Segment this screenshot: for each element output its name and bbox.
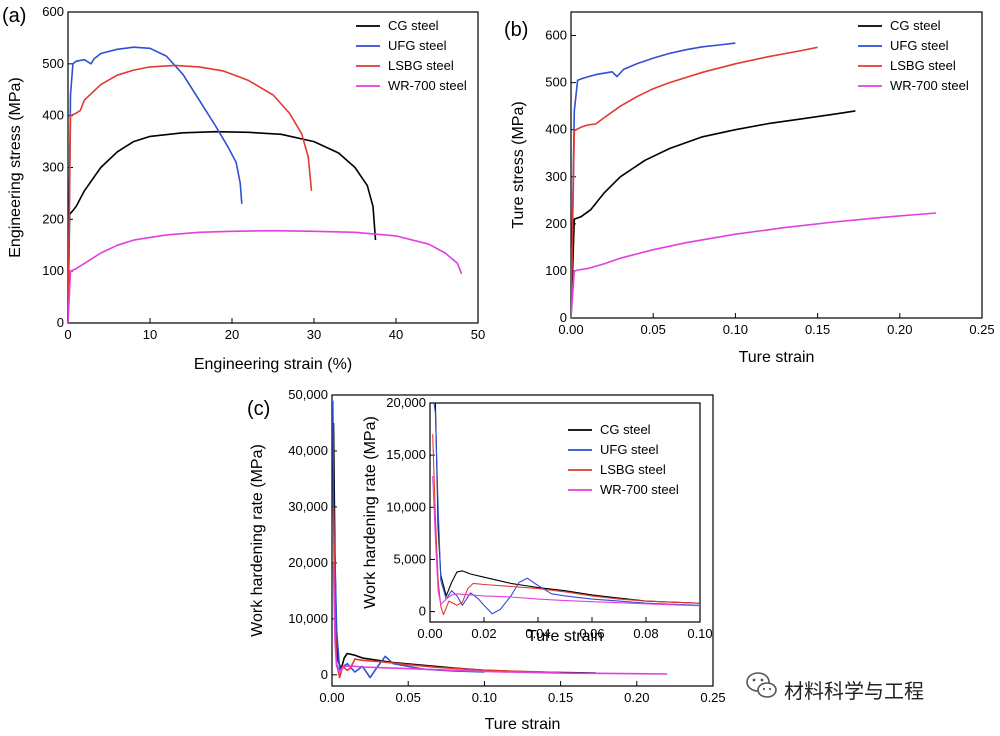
series-line-wr700 <box>571 212 937 318</box>
x-tick-label: 0.02 <box>471 626 496 641</box>
y-tick-label: 10,000 <box>288 611 328 626</box>
series-lines <box>571 42 937 318</box>
series-line-wr700 <box>332 562 668 675</box>
x-tick-label: 0.15 <box>548 690 573 705</box>
y-tick-label: 10,000 <box>386 499 426 514</box>
x-tick-label: 0.25 <box>969 322 994 337</box>
x-axis-label: Engineering strain (%) <box>194 356 352 373</box>
series-line-cg <box>68 130 377 323</box>
x-tick-label: 10 <box>143 327 157 342</box>
chart-panel-b: 0.00 0.05 0.10 0.15 0.20 0.25 0 100 200 300 400 500… <box>504 11 995 366</box>
y-axis-label: Work hardening rate (MPa) <box>362 416 379 609</box>
chart-panel-a: 0 10 20 30 40 500100200300400500600Engineerin… <box>2 4 485 373</box>
x-tick-label: 50 <box>471 327 485 342</box>
series-line-wr700 <box>68 229 463 323</box>
legend-entry-lsbg: LSBG steel <box>600 462 666 477</box>
x-tick-label: 0.06 <box>579 626 604 641</box>
y-tick-label: 500 <box>545 75 567 90</box>
legend-entry-ufg: UFG steel <box>600 442 659 457</box>
y-tick-label: 600 <box>42 4 64 19</box>
y-tick-label: 0 <box>57 315 64 330</box>
y-tick-label: 30,000 <box>288 499 328 514</box>
panel-label: (a) <box>2 5 26 27</box>
y-tick-label: 50,000 <box>288 387 328 402</box>
y-axis-label: Ture stress (MPa) <box>510 101 527 228</box>
y-axis-label: Engineering stress (MPa) <box>7 77 24 258</box>
legend-entry-lsbg: LSBG steel <box>890 58 956 73</box>
series-lines <box>432 403 700 616</box>
x-tick-label: 0.10 <box>723 322 748 337</box>
x-tick-label: 0.05 <box>641 322 666 337</box>
y-tick-label: 100 <box>545 263 567 278</box>
series-line-lsbg <box>432 434 700 616</box>
legend-entry-wr700: WR-700 steel <box>600 482 679 497</box>
y-tick-label: 20,000 <box>386 395 426 410</box>
x-axis-label: Ture strain <box>527 628 603 645</box>
x-tick-label: 0.25 <box>700 690 725 705</box>
watermark: 材料科学与工程 <box>746 672 924 703</box>
x-tick-label: 0.10 <box>472 690 497 705</box>
y-tick-label: 600 <box>545 28 567 43</box>
watermark-text: 材料科学与工程 <box>784 679 924 703</box>
x-tick-label: 0.00 <box>319 690 344 705</box>
x-tick-label: 0.15 <box>805 322 830 337</box>
plot-frame <box>67 11 479 324</box>
series-lines <box>332 400 668 679</box>
series-line-lsbg <box>571 46 818 318</box>
y-tick-label: 500 <box>42 56 64 71</box>
legend-entry-cg: CG steel <box>600 422 651 437</box>
x-tick-label: 0.20 <box>887 322 912 337</box>
x-tick-label: 0.04 <box>525 626 550 641</box>
panel-label: (b) <box>504 19 528 41</box>
y-tick-label: 40,000 <box>288 443 328 458</box>
x-tick-label: 40 <box>389 327 403 342</box>
series-line-cg <box>571 110 856 318</box>
series-lines <box>68 46 463 323</box>
x-tick-label: 0.00 <box>417 626 442 641</box>
plot-frame <box>429 402 701 623</box>
x-axis-label: Ture strain <box>485 716 561 733</box>
legend-entry-lsbg: LSBG steel <box>388 58 454 73</box>
y-tick-label: 15,000 <box>386 447 426 462</box>
y-tick-label: 0 <box>321 667 328 682</box>
x-tick-label: 0.20 <box>624 690 649 705</box>
y-tick-label: 20,000 <box>288 555 328 570</box>
legend-entry-wr700: WR-700 steel <box>890 78 969 93</box>
series-line-wr700 <box>432 475 700 607</box>
series-line-ufg <box>68 46 243 323</box>
y-axis-label: Work hardening rate (MPa) <box>249 444 266 637</box>
y-tick-label: 200 <box>545 216 567 231</box>
x-tick-label: 0.05 <box>396 690 421 705</box>
chart-panel-c-inset: 0.00 0.02 0.04 0.06 0.08 0.10 0 5,000 10,000 15,0… <box>362 395 713 645</box>
legend-entry-ufg: UFG steel <box>890 38 949 53</box>
series-line-ufg <box>433 403 700 615</box>
y-tick-label: 5,000 <box>393 551 426 566</box>
y-tick-label: 100 <box>42 263 64 278</box>
legend-entry-ufg: UFG steel <box>388 38 447 53</box>
y-tick-label: 0 <box>560 310 567 325</box>
x-tick-label: 30 <box>307 327 321 342</box>
series-line-lsbg <box>68 64 313 323</box>
x-tick-label: 0.10 <box>687 626 712 641</box>
x-tick-label: 0 <box>64 327 71 342</box>
y-tick-label: 400 <box>42 108 64 123</box>
x-tick-label: 0.08 <box>633 626 658 641</box>
y-tick-label: 400 <box>545 122 567 137</box>
x-tick-label: 0.00 <box>558 322 583 337</box>
series-line-ufg <box>332 400 485 679</box>
y-tick-label: 0 <box>419 604 426 619</box>
legend-entry-cg: CG steel <box>388 18 439 33</box>
y-tick-label: 200 <box>42 211 64 226</box>
panel-label: (c) <box>247 398 270 420</box>
wechat-icon <box>746 672 777 698</box>
series-line-cg <box>434 403 700 604</box>
legend-entry-cg: CG steel <box>890 18 941 33</box>
y-tick-label: 300 <box>545 169 567 184</box>
x-tick-label: 20 <box>225 327 239 342</box>
x-axis-label: Ture strain <box>739 349 815 366</box>
y-tick-label: 300 <box>42 160 64 175</box>
series-line-ufg <box>571 42 736 318</box>
legend-entry-wr700: WR-700 steel <box>388 78 467 93</box>
